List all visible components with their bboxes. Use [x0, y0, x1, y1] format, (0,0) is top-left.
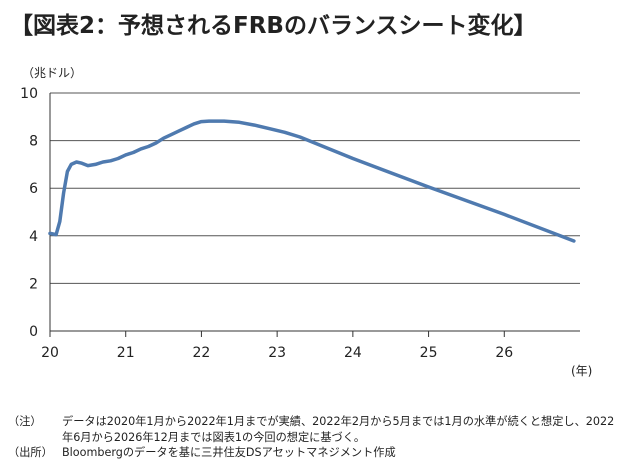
source-row: （出所） Bloombergのデータを基に三井住友DSアセットマネジメント作成 — [8, 445, 622, 461]
x-tick-label: 24 — [344, 345, 362, 361]
y-axis-unit-label: （兆ドル） — [22, 66, 83, 80]
x-tick-label: 26 — [495, 345, 513, 361]
x-tick-label: 22 — [193, 345, 211, 361]
x-tick-label: 20 — [41, 345, 59, 361]
note-row: （注） データは2020年1月から2022年1月までが実績、2022年2月から5… — [8, 414, 622, 445]
y-tick-label: 8 — [29, 134, 38, 150]
chart-title: 【図表2：予想されるFRBのバランスシート変化】 — [10, 13, 537, 39]
x-tick-label: 23 — [268, 345, 286, 361]
y-tick-label: 2 — [29, 276, 38, 292]
y-tick-label: 6 — [29, 181, 38, 197]
y-tick-label: 4 — [29, 229, 38, 245]
x-tick-label: 25 — [420, 345, 438, 361]
footnotes: （注） データは2020年1月から2022年1月までが実績、2022年2月から5… — [8, 414, 622, 461]
note-label: （注） — [8, 415, 42, 428]
y-tick-label: 10 — [20, 86, 38, 102]
x-tick-label: 21 — [117, 345, 135, 361]
x-axis-unit-label: (年) — [571, 364, 593, 378]
balance-sheet-series-line — [48, 119, 576, 243]
note-text: データは2020年1月から2022年1月までが実績、2022年2月から5月までは… — [62, 415, 615, 444]
source-label: （出所） — [8, 446, 53, 459]
y-tick-label: 0 — [29, 324, 38, 340]
source-text: Bloombergのデータを基に三井住友DSアセットマネジメント作成 — [62, 446, 396, 459]
